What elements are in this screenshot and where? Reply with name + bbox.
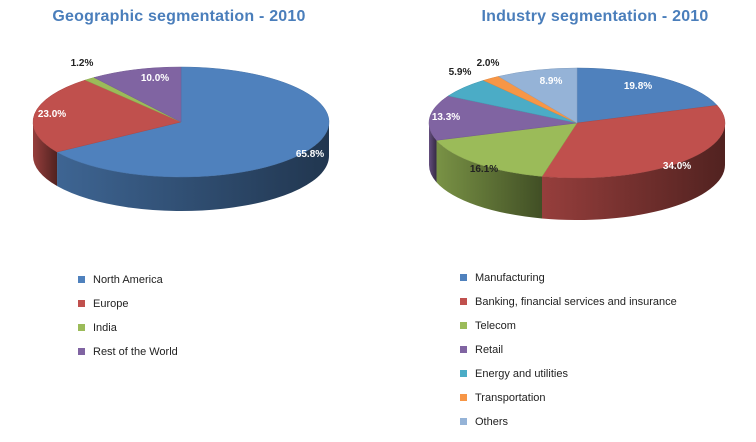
geo-legend-label: India	[93, 322, 117, 334]
geo-chart-panel: Geographic segmentation - 2010 65.8% 23.0…	[0, 0, 370, 442]
industry-legend-item-retail: Retail	[460, 342, 677, 366]
industry-chart-title: Industry segmentation - 2010	[481, 8, 709, 25]
industry-value-label-energy-and-utilities: 5.9%	[449, 67, 472, 78]
industry-legend-swatch	[460, 274, 467, 281]
industry-slice-side-retail	[429, 123, 437, 183]
geo-legend-label: North America	[93, 274, 163, 286]
industry-legend-swatch	[460, 370, 467, 377]
geo-legend-item-india: India	[78, 320, 178, 344]
industry-slice-telecom	[436, 122, 578, 177]
industry-legend-label: Telecom	[475, 320, 516, 332]
industry-value-label-retail: 13.3%	[432, 112, 460, 123]
geo-value-label-rest-of-the-world: 10.0%	[141, 73, 169, 84]
industry-legend-swatch	[460, 298, 467, 305]
industry-legend-swatch	[460, 346, 467, 353]
industry-legend-item-transportation: Transportation	[460, 390, 677, 414]
industry-legend-swatch	[460, 394, 467, 401]
industry-legend-swatch	[460, 418, 467, 425]
industry-value-label-banking-financial-services-and-insurance: 34.0%	[663, 161, 691, 172]
industry-legend-swatch	[460, 322, 467, 329]
geo-legend-label: Europe	[93, 298, 129, 310]
industry-legend: Manufacturing Banking, financial services…	[460, 270, 677, 438]
geo-slice-side-europe	[33, 122, 58, 187]
industry-value-label-others: 8.9%	[540, 76, 563, 87]
geo-slice-europe	[32, 79, 182, 153]
industry-legend-label: Manufacturing	[475, 272, 545, 284]
geo-legend-swatch	[78, 276, 85, 283]
industry-legend-item-manufacturing: Manufacturing	[460, 270, 677, 294]
industry-value-label-transportation: 2.0%	[477, 58, 500, 69]
industry-value-label-manufacturing: 19.8%	[624, 81, 652, 92]
geo-chart-title: Geographic segmentation - 2010	[52, 8, 306, 25]
industry-slice-others	[497, 67, 578, 124]
industry-legend-item-others: Others	[460, 414, 677, 438]
industry-legend-label: Others	[475, 416, 509, 428]
industry-pie-chart: 19.8% 34.0% 16.1% 13.3% 5.9% 2.0% 8.9%	[428, 58, 726, 220]
industry-slice-side-banking-financial-services-and-insurance	[541, 123, 725, 220]
geo-legend-item-europe: Europe	[78, 296, 178, 320]
geo-slice-rest-of-the-world	[93, 66, 182, 123]
industry-slice-retail	[428, 95, 578, 141]
geo-legend-swatch	[78, 348, 85, 355]
geo-legend-item-north-america: North America	[78, 272, 178, 296]
geo-slice-north-america	[56, 66, 330, 178]
geo-legend-swatch	[78, 324, 85, 331]
industry-legend-item-energy-and-utilities: Energy and utilities	[460, 366, 677, 390]
industry-legend-label: Banking, financial services and insuranc…	[475, 296, 677, 308]
geo-pie-chart: 65.8% 23.0% 1.2% 10.0%	[32, 58, 330, 211]
geo-value-label-north-america: 65.8%	[296, 149, 324, 160]
industry-chart-panel: Industry segmentation - 2010 19.8% 34.0% 1…	[370, 0, 756, 442]
geo-legend: North America Europe India Rest of the Worl…	[78, 272, 178, 368]
industry-slice-side-telecom	[436, 140, 542, 219]
geo-value-label-india: 1.2%	[71, 58, 94, 69]
industry-legend-label: Transportation	[475, 392, 546, 404]
industry-legend-item-banking-financial-services-and-insurance: Banking, financial services and insuranc…	[460, 294, 677, 318]
geo-legend-swatch	[78, 300, 85, 307]
industry-legend-item-telecom: Telecom	[460, 318, 677, 342]
industry-value-label-telecom: 16.1%	[470, 164, 498, 175]
industry-slice-manufacturing	[576, 67, 718, 124]
industry-legend-label: Energy and utilities	[475, 368, 568, 380]
industry-legend-label: Retail	[475, 344, 504, 356]
geo-slice-side-north-america	[57, 122, 330, 211]
geo-legend-label: Rest of the World	[93, 346, 178, 358]
geo-value-label-europe: 23.0%	[38, 109, 66, 120]
industry-slice-banking-financial-services-and-insurance	[541, 105, 726, 179]
geo-legend-item-rest-of-the-world: Rest of the World	[78, 344, 178, 368]
